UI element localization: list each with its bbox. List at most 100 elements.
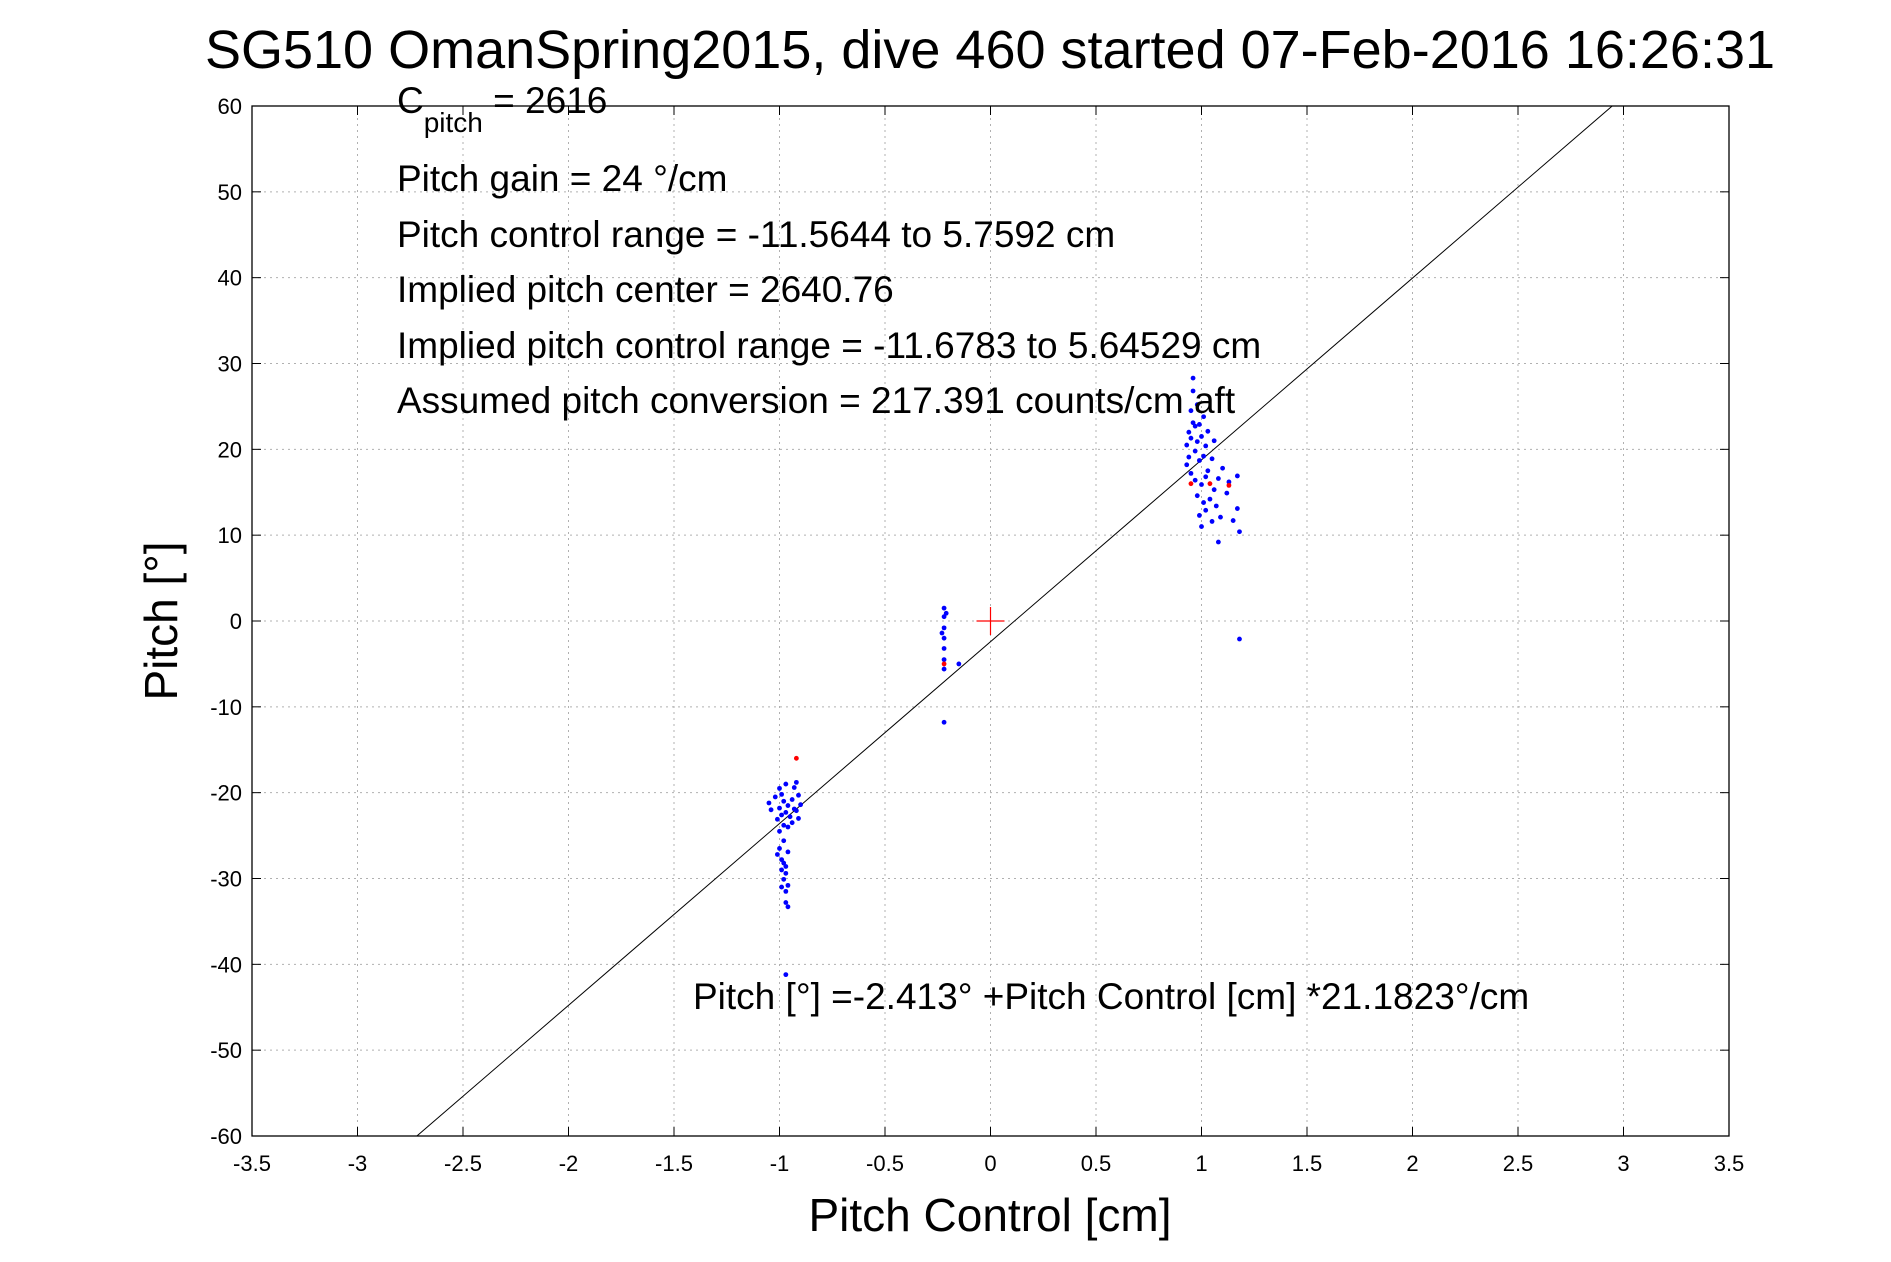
highlighted-point xyxy=(1226,482,1232,488)
x-tick-label: 1 xyxy=(1195,1151,1207,1176)
highlighted-point xyxy=(1188,481,1194,487)
data-point xyxy=(1203,443,1209,449)
data-point xyxy=(793,779,799,785)
data-point xyxy=(785,882,791,888)
x-tick-label: -1 xyxy=(770,1151,790,1176)
data-point xyxy=(774,852,780,857)
y-tick-label: -40 xyxy=(210,952,242,977)
data-point xyxy=(1207,496,1213,502)
plot-frame xyxy=(251,105,1730,1137)
center-marker xyxy=(976,607,1005,635)
data-point xyxy=(1192,477,1198,483)
data-point xyxy=(777,805,782,811)
data-point xyxy=(793,808,799,814)
data-point xyxy=(1224,490,1230,496)
y-tick-label: 30 xyxy=(218,352,242,377)
data-point xyxy=(779,791,785,797)
grid-lines xyxy=(252,106,1729,1136)
data-point xyxy=(1211,487,1217,493)
data-point xyxy=(777,846,782,851)
highlighted-point xyxy=(941,661,947,667)
cpitch-value: = 2616 xyxy=(483,80,607,121)
data-point xyxy=(1199,482,1204,487)
data-point xyxy=(774,816,780,822)
annotation-cpitch: Cpitch = 2616 xyxy=(397,80,607,138)
data-point xyxy=(1201,453,1207,459)
data-point xyxy=(943,610,949,616)
data-point xyxy=(785,904,791,910)
data-point xyxy=(1188,408,1194,414)
data-point xyxy=(956,661,962,667)
data-point xyxy=(781,876,787,882)
data-point xyxy=(1199,434,1204,439)
annotation-fit-equation: Pitch [°] =-2.413° +Pitch Control [cm] *… xyxy=(693,976,1529,1017)
data-point xyxy=(781,822,787,828)
data-point xyxy=(1188,470,1194,476)
cpitch-subscript: pitch xyxy=(424,107,483,138)
x-tick-label: -1.5 xyxy=(655,1151,693,1176)
x-tick-label: -3.5 xyxy=(233,1151,271,1176)
y-tick-label: -20 xyxy=(210,781,242,806)
data-point xyxy=(1199,524,1204,529)
data-point xyxy=(798,802,803,808)
y-axis-label: Pitch [°] xyxy=(135,541,187,700)
data-point xyxy=(1190,420,1196,426)
data-point xyxy=(1218,514,1223,520)
annotation-assumed-conversion: Assumed pitch conversion = 217.391 count… xyxy=(397,380,1236,421)
x-tick-label: 3 xyxy=(1617,1151,1629,1176)
data-point xyxy=(1194,402,1200,408)
data-point xyxy=(1196,458,1202,463)
data-point xyxy=(1237,636,1242,642)
data-point xyxy=(1234,506,1240,511)
data-point xyxy=(781,860,787,866)
data-point xyxy=(1192,448,1198,454)
data-point xyxy=(1215,539,1221,545)
annotation-pitch-gain: Pitch gain = 24 °/cm xyxy=(397,158,728,199)
data-point xyxy=(1209,519,1215,524)
x-tick-label: 3.5 xyxy=(1714,1151,1745,1176)
y-tick-label: 60 xyxy=(218,94,242,119)
data-point xyxy=(772,794,778,800)
y-tick-label: 50 xyxy=(218,180,242,205)
data-point xyxy=(1194,439,1200,445)
data-point xyxy=(941,657,947,663)
data-point xyxy=(781,798,787,804)
y-tick-label: -60 xyxy=(210,1124,242,1149)
y-tick-label: 20 xyxy=(218,437,242,462)
x-axis-label: Pitch Control [cm] xyxy=(809,1189,1172,1241)
data-point xyxy=(1194,493,1200,499)
data-point xyxy=(941,614,947,620)
y-tick-label: 40 xyxy=(218,266,242,291)
x-tick-label: 0.5 xyxy=(1081,1151,1112,1176)
data-point xyxy=(939,630,945,636)
highlighted-point xyxy=(793,755,799,761)
annotation-implied-range: Implied pitch control range = -11.6783 t… xyxy=(397,325,1261,366)
data-point xyxy=(1184,462,1190,468)
data-point xyxy=(1203,507,1209,513)
data-point xyxy=(1205,468,1211,474)
data-point xyxy=(783,810,789,815)
data-point xyxy=(766,800,772,806)
data-point xyxy=(779,867,785,873)
data-point xyxy=(1201,414,1207,420)
y-tick-label: 10 xyxy=(218,523,242,548)
data-point xyxy=(1213,503,1219,509)
data-point xyxy=(787,814,793,820)
data-point xyxy=(1230,518,1236,523)
data-point xyxy=(1196,513,1202,518)
fit-line xyxy=(416,106,1613,1136)
data-point xyxy=(941,646,947,651)
x-tick-label: -2 xyxy=(559,1151,579,1176)
data-point xyxy=(791,785,797,790)
data-point xyxy=(779,857,785,863)
data-point xyxy=(796,816,801,821)
data-point xyxy=(1215,476,1221,481)
data-point xyxy=(777,828,782,834)
data-point xyxy=(783,972,789,978)
data-point xyxy=(768,807,774,813)
data-point xyxy=(783,870,789,876)
data-point xyxy=(941,666,947,672)
cpitch-main: C xyxy=(397,80,424,121)
x-tick-label: -2.5 xyxy=(444,1151,482,1176)
